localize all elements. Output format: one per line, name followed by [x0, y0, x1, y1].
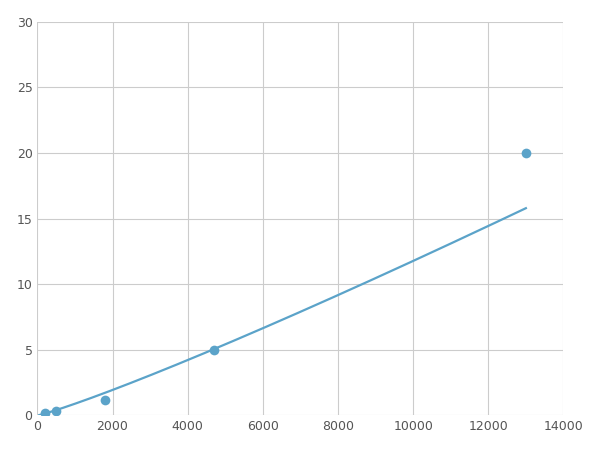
- Point: [521, 149, 530, 157]
- Point: [52, 407, 61, 414]
- Point: [100, 396, 110, 403]
- Point: [209, 346, 219, 353]
- Point: [40, 409, 50, 416]
